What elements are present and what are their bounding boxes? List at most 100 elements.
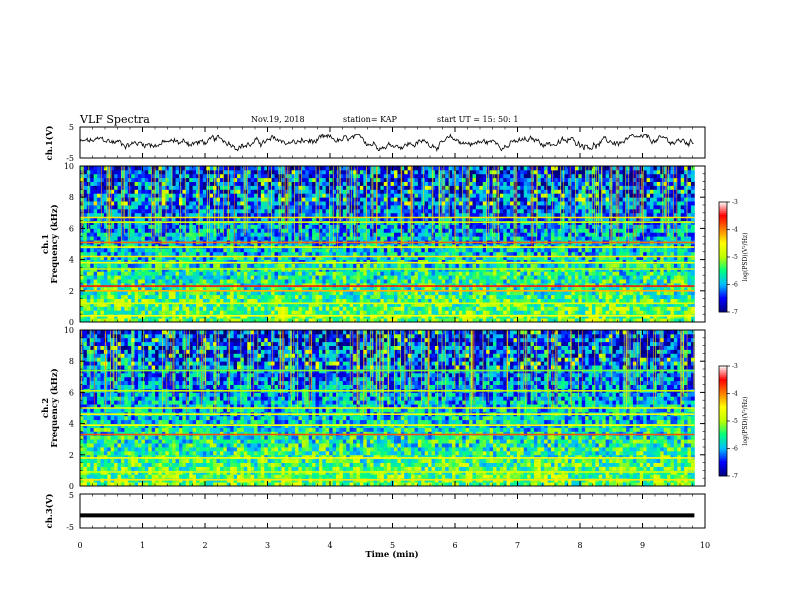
ch1-spec-cell — [250, 306, 255, 311]
ch1-spec-cell — [376, 306, 381, 311]
ch1-spec-cell — [557, 244, 562, 249]
ch1-spec-cell — [472, 306, 477, 311]
ch1-spec-cell — [588, 310, 593, 315]
ch1-spec-cell — [237, 247, 241, 253]
ch1-spec-cell — [288, 275, 293, 280]
ch1-spec-cell — [165, 298, 170, 303]
ch1-spec-cell — [175, 247, 180, 253]
ch1-spec-cell — [612, 286, 617, 292]
ch1-spec-cell — [138, 271, 142, 276]
ch1-spec-cell — [288, 255, 293, 260]
ch1-spec-cell — [421, 251, 426, 257]
ch1-spec-cell — [209, 298, 214, 303]
ch1-spec-cell — [516, 244, 521, 249]
ch1-spec-cell — [428, 236, 432, 241]
ch1-spec-cell — [465, 275, 470, 280]
ch1-spec-cell — [619, 271, 624, 276]
ch1-spec-cell — [83, 279, 88, 284]
ch1-spec-cell — [124, 298, 129, 303]
ch1-spec-cell — [86, 290, 91, 296]
ch1-spec-cell — [390, 251, 395, 257]
ch1-spec-cell — [612, 310, 617, 315]
ch1-spec-cell — [281, 228, 286, 233]
ch1-spec-cell — [462, 247, 467, 253]
ch1-spec-cell — [192, 255, 197, 260]
ch1-spec-cell — [264, 298, 269, 303]
ch1-spec-cell — [615, 247, 620, 253]
ch1-spec-cell — [469, 306, 473, 311]
ch1-spec-cell — [185, 310, 190, 315]
ch1-spec-cell — [199, 290, 204, 296]
ch1-spec-cell — [329, 263, 333, 268]
ch1-spec-cell — [295, 306, 299, 311]
ch1-spec-cell — [445, 255, 450, 260]
ch1-spec-cell — [428, 228, 432, 233]
ch1-spec-cell — [366, 306, 371, 311]
ch1-spec-cell — [100, 251, 105, 257]
ch1-spec-cell — [434, 212, 439, 218]
ch1-spec-cell — [472, 251, 477, 257]
ch1-spec-cell — [202, 310, 207, 315]
ch1-spec-cell — [554, 263, 559, 268]
ch1-spec-cell — [161, 290, 166, 296]
ch1-spec-cell — [486, 290, 490, 296]
ch1-spec-cell — [496, 294, 501, 299]
ch1-spec-cell — [581, 216, 586, 221]
ch1-spec-cell — [496, 247, 501, 253]
ch1-spec-cell — [564, 302, 569, 307]
ch1-spec-cell — [196, 302, 200, 307]
ch1-spec-cell — [103, 310, 108, 315]
ch1-spec-cell — [400, 290, 405, 296]
ch1-spec-cell — [609, 244, 613, 249]
ch1-spec-cell — [141, 294, 146, 299]
ch1-spec-cell — [670, 255, 675, 260]
ch1-spec-cell — [650, 298, 654, 303]
ch1-spec-cell — [80, 244, 84, 249]
ch1-spec-cell — [339, 271, 344, 276]
ch1-spec-cell — [301, 302, 306, 307]
ch1-spec-cell — [138, 255, 142, 260]
ch1-spec-cell — [376, 318, 381, 323]
ch1-spec-cell — [462, 212, 467, 218]
ch1-spec-cell — [206, 228, 211, 233]
ch1-spec-cell — [591, 294, 596, 299]
ch1-spec-cell — [537, 302, 542, 307]
ch1-spec-cell — [155, 216, 159, 221]
ch1-spec-cell — [609, 290, 613, 296]
ch1-spec-cell — [209, 251, 214, 257]
ch1-spec-cell — [274, 310, 279, 315]
ch1-spec-cell — [687, 310, 692, 315]
ch1-spec-cell — [516, 228, 521, 233]
ch1-spec-cell — [544, 247, 548, 253]
ch1-spec-cell — [411, 228, 415, 233]
ch1-spec-cell — [632, 247, 637, 253]
ch1-spec-cell — [622, 271, 627, 276]
ch1-spec-cell — [260, 247, 265, 253]
ch1-spec-cell — [202, 306, 207, 311]
ch1-spec-cell — [93, 259, 98, 264]
ch1-spec-cell — [636, 259, 641, 264]
ch1-spec-cell — [103, 247, 108, 253]
ch1-spec-cell — [318, 212, 323, 218]
ch1-spec-cell — [547, 286, 552, 292]
ch1-spec-cell — [482, 290, 487, 296]
ch1-spec-cell — [182, 271, 187, 276]
ch1-spec-cell — [482, 283, 487, 288]
ch1-spec-cell — [626, 251, 630, 257]
ch1-spec-cell — [223, 255, 228, 260]
ch1-spec-cell — [667, 224, 671, 229]
ch1-spec-cell — [363, 279, 368, 284]
ch1-spec-cell — [680, 298, 685, 303]
ch1-spec-cell — [598, 310, 603, 315]
ch1-spec-cell — [80, 310, 84, 315]
ch1-spec-cell — [312, 232, 316, 237]
ch1-spec-cell — [523, 306, 528, 311]
ch1-spec-cell — [424, 259, 429, 264]
ch1-spec-cell — [411, 271, 415, 276]
ch1-spec-cell — [574, 298, 579, 303]
ch1-spec-cell — [213, 298, 217, 303]
ch1-spec-cell — [574, 271, 579, 276]
ch1-spec-cell — [629, 224, 634, 229]
ch1-spec-cell — [643, 279, 647, 284]
ch1-spec-cell — [516, 318, 521, 323]
